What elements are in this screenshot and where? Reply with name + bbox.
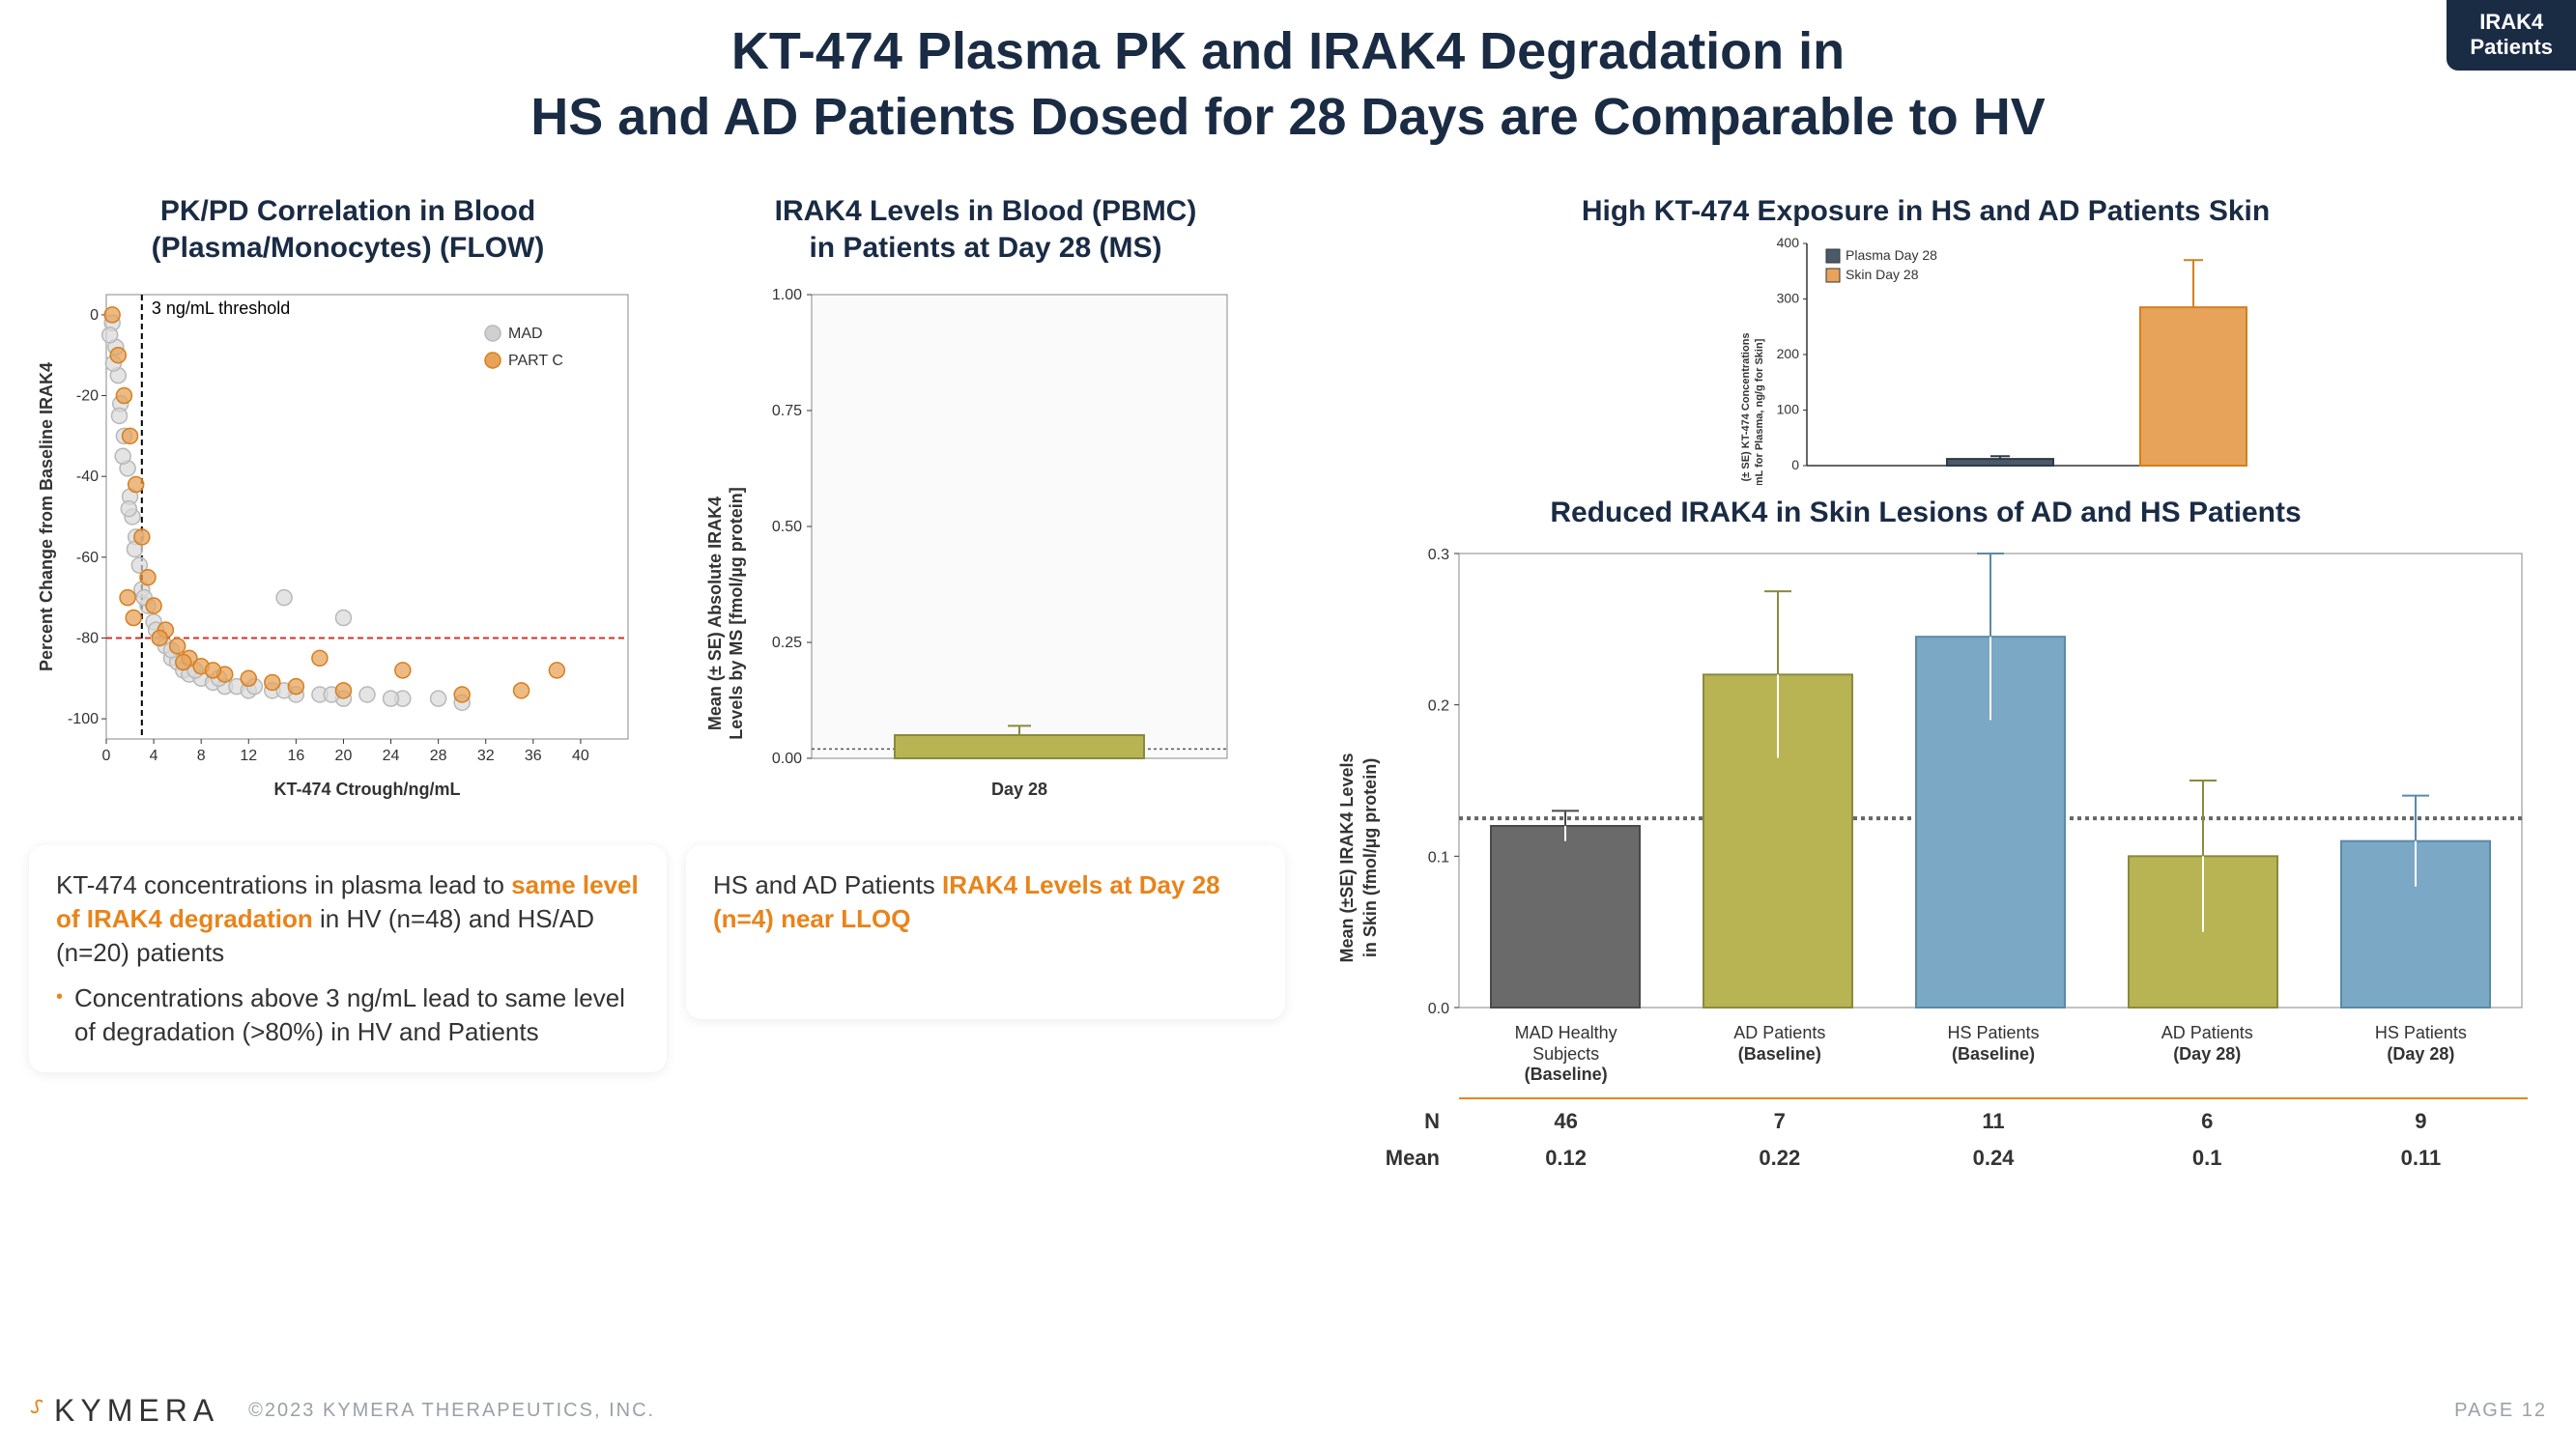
category-label: MAD HealthySubjects(Baseline) — [1459, 1023, 1673, 1086]
svg-text:400: 400 — [1777, 235, 1800, 250]
category-label: HS Patients(Baseline) — [1886, 1023, 2100, 1086]
svg-text:Mean (±SE) IRAK4 Levels: Mean (±SE) IRAK4 Levels — [1337, 753, 1357, 963]
svg-text:1.00: 1.00 — [772, 287, 802, 303]
svg-text:12: 12 — [240, 748, 257, 764]
svg-text:0: 0 — [102, 748, 111, 764]
svg-text:40: 40 — [572, 748, 589, 764]
bullet-item: • Concentrations above 3 ng/mL lead to s… — [56, 981, 640, 1049]
svg-text:Day 28: Day 28 — [991, 780, 1047, 799]
svg-text:0.25: 0.25 — [772, 635, 802, 651]
svg-text:36: 36 — [525, 748, 542, 764]
svg-text:Mean (± SE) KT-474 Concentrati: Mean (± SE) KT-474 Concentrations — [1740, 332, 1752, 485]
content-area: PK/PD Correlation in Blood (Plasma/Monoc… — [29, 193, 2547, 1372]
svg-text:PART C: PART C — [508, 353, 563, 369]
scatter-title: PK/PD Correlation in Blood (Plasma/Monoc… — [29, 193, 667, 266]
svg-text:20: 20 — [335, 748, 353, 764]
category-label: AD Patients(Day 28) — [2101, 1023, 2314, 1086]
exposure-title: High KT-474 Exposure in HS and AD Patien… — [1304, 193, 2547, 230]
bullet-dot-icon: • — [56, 981, 63, 1049]
svg-text:Skin Day 28: Skin Day 28 — [1846, 267, 1919, 282]
svg-text:4: 4 — [150, 748, 158, 764]
svg-text:-60: -60 — [76, 550, 99, 566]
svg-text:Mean (± SE) Absolute IRAK4: Mean (± SE) Absolute IRAK4 — [705, 497, 725, 730]
skin-title: Reduced IRAK4 in Skin Lesions of AD and … — [1304, 495, 2547, 531]
column-1: PK/PD Correlation in Blood (Plasma/Monoc… — [29, 193, 667, 1372]
svg-text:0.1: 0.1 — [1428, 849, 1449, 866]
svg-text:0: 0 — [90, 307, 99, 324]
category-label: AD Patients(Baseline) — [1673, 1023, 1886, 1086]
svg-text:Levels by MS [fmol/µg protein]: Levels by MS [fmol/µg protein] — [727, 487, 746, 739]
scatter-chart: 0 -20 -40 -60 -80 -100 0 4 8 12 16 20 24 28 32 36 40 KT-4… — [29, 275, 647, 816]
svg-text:[ng/mL for Plasma, ng/g for Sk: [ng/mL for Plasma, ng/g for Skin] — [1754, 338, 1765, 485]
svg-text:Percent Change from Baseline I: Percent Change from Baseline IRAK4 — [37, 362, 56, 671]
table-separator — [1459, 1097, 2528, 1099]
bar-blood-title: IRAK4 Levels in Blood (PBMC) in Patients… — [686, 193, 1285, 266]
note-card-1: KT-474 concentrations in plasma lead to … — [29, 845, 667, 1072]
svg-text:100: 100 — [1777, 401, 1800, 416]
svg-text:200: 200 — [1777, 346, 1800, 361]
svg-text:32: 32 — [477, 748, 495, 764]
svg-text:28: 28 — [430, 748, 447, 764]
svg-text:0.0: 0.0 — [1428, 1001, 1449, 1017]
svg-text:in Skin (fmol/µg protein): in Skin (fmol/µg protein) — [1360, 758, 1380, 957]
column-2: IRAK4 Levels in Blood (PBMC) in Patients… — [686, 193, 1285, 1372]
column-3: High KT-474 Exposure in HS and AD Patien… — [1304, 193, 2547, 1372]
skin-category-labels: MAD HealthySubjects(Baseline)AD Patients… — [1459, 1023, 2528, 1086]
svg-text:0.00: 0.00 — [772, 751, 802, 767]
svg-text:Plasma Day 28: Plasma Day 28 — [1846, 247, 1937, 263]
svg-text:-80: -80 — [76, 630, 99, 646]
exposure-chart: 0 100 200 300 400 Mean (± SE) KT-474 Concentr… — [1304, 234, 2541, 485]
note-card-2: HS and AD Patients IRAK4 Levels at Day 2… — [686, 845, 1285, 1019]
svg-text:300: 300 — [1777, 290, 1800, 305]
svg-text:0.75: 0.75 — [772, 403, 802, 419]
skin-chart: 0.0 0.1 0.2 0.3 Mean (±SE) IRAK4 Levelsin Sk… — [1304, 534, 2541, 1017]
table-row: Mean0.120.220.240.10.11 — [1343, 1140, 2528, 1177]
table-row: N4671169 — [1343, 1103, 2528, 1140]
svg-text:8: 8 — [197, 748, 206, 764]
svg-text:-40: -40 — [76, 469, 99, 485]
svg-text:MAD: MAD — [508, 326, 543, 342]
svg-text:KT-474 Ctrough/ng/mL: KT-474 Ctrough/ng/mL — [274, 780, 461, 799]
skin-data-table: N4671169Mean0.120.220.240.10.11 — [1343, 1103, 2528, 1177]
svg-text:-20: -20 — [76, 388, 99, 405]
page-number: PAGE 12 — [2454, 1400, 2547, 1422]
svg-text:0.3: 0.3 — [1428, 547, 1449, 563]
category-label: HS Patients(Day 28) — [2314, 1023, 2528, 1086]
svg-text:0.50: 0.50 — [772, 519, 802, 535]
logo: ⸉ KYMERA — [29, 1390, 219, 1432]
copyright: ©2023 KYMERA THERAPEUTICS, INC. — [248, 1400, 655, 1422]
svg-text:24: 24 — [383, 748, 400, 764]
logo-mark-icon: ⸉ — [29, 1390, 50, 1432]
svg-text:3 ng/mL threshold: 3 ng/mL threshold — [152, 298, 290, 318]
svg-text:0.2: 0.2 — [1428, 698, 1449, 715]
footer: ⸉ KYMERA ©2023 KYMERA THERAPEUTICS, INC.… — [29, 1390, 2547, 1432]
bar-blood-chart: 0.00 0.25 0.50 0.75 1.00 Mean (± SE) Absolute… — [686, 275, 1266, 816]
svg-text:-100: -100 — [68, 711, 99, 727]
page-title: KT-474 Plasma PK and IRAK4 Degradation i… — [0, 19, 2576, 150]
svg-text:16: 16 — [287, 748, 304, 764]
svg-text:0: 0 — [1791, 457, 1799, 472]
